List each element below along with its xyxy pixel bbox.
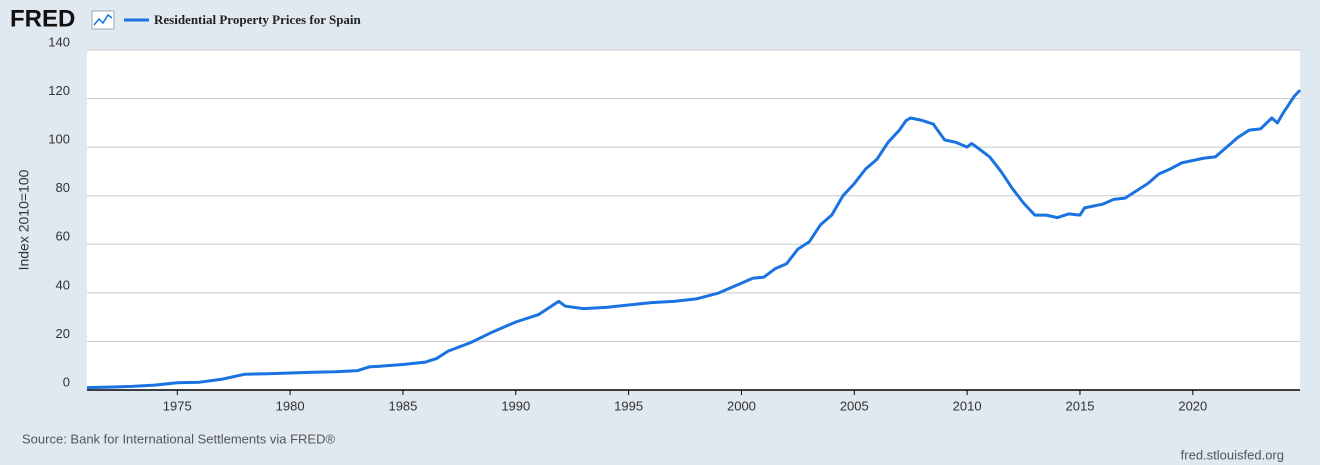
y-tick-label: 100 bbox=[48, 132, 70, 147]
plot-area bbox=[87, 50, 1300, 390]
x-tick-label: 1975 bbox=[163, 398, 192, 413]
logo-icon bbox=[91, 10, 115, 30]
y-tick-label: 40 bbox=[56, 277, 70, 292]
x-tick-label: 1980 bbox=[276, 398, 305, 413]
y-tick-label: 80 bbox=[56, 180, 70, 195]
y-tick-label: 120 bbox=[48, 83, 70, 98]
series-line bbox=[86, 89, 1302, 390]
site: fred.stlouisfed.org bbox=[1181, 447, 1284, 462]
logo: FRED bbox=[10, 5, 75, 32]
y-tick-label: 0 bbox=[63, 374, 70, 389]
x-tick-label: 2010 bbox=[953, 398, 982, 413]
y-tick-label: 60 bbox=[56, 229, 70, 244]
legend-label: Residential Property Prices for Spain bbox=[154, 12, 362, 27]
x-tick-label: 2000 bbox=[727, 398, 756, 413]
y-axis-label: Index 2010=100 bbox=[16, 169, 32, 270]
x-tick-label: 2015 bbox=[1066, 398, 1095, 413]
y-tick-label: 20 bbox=[56, 326, 70, 341]
x-tick-label: 2005 bbox=[840, 398, 869, 413]
x-tick-label: 2020 bbox=[1178, 398, 1207, 413]
x-tick-label: 1985 bbox=[388, 398, 417, 413]
y-tick-label: 140 bbox=[48, 34, 70, 49]
x-tick-label: 1995 bbox=[614, 398, 643, 413]
x-tick-label: 1990 bbox=[501, 398, 530, 413]
source: Source: Bank for International Settlemen… bbox=[22, 431, 335, 446]
